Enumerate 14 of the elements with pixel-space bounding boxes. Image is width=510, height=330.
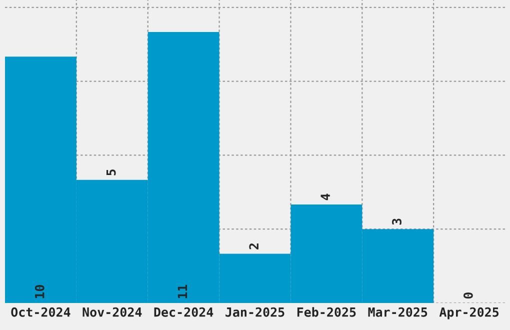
x-tick-label: Mar-2025 <box>368 307 428 317</box>
data-label: 11 <box>178 284 188 298</box>
data-label: 3 <box>392 218 402 225</box>
data-label: 10 <box>34 285 44 298</box>
x-tick-label: Dec-2024 <box>154 307 214 317</box>
x-tick-label: Oct-2024 <box>11 307 70 317</box>
data-label: 0 <box>463 292 473 299</box>
data-label: 5 <box>106 169 116 176</box>
data-label: 4 <box>320 194 330 200</box>
data-label: 2 <box>249 244 258 250</box>
x-tick-label: Apr-2025 <box>439 307 499 320</box>
x-tick-label: Feb-2025 <box>297 307 356 317</box>
x-tick-label: Jan-2025 <box>226 307 284 317</box>
x-tick-label: Nov-2024 <box>82 307 142 317</box>
